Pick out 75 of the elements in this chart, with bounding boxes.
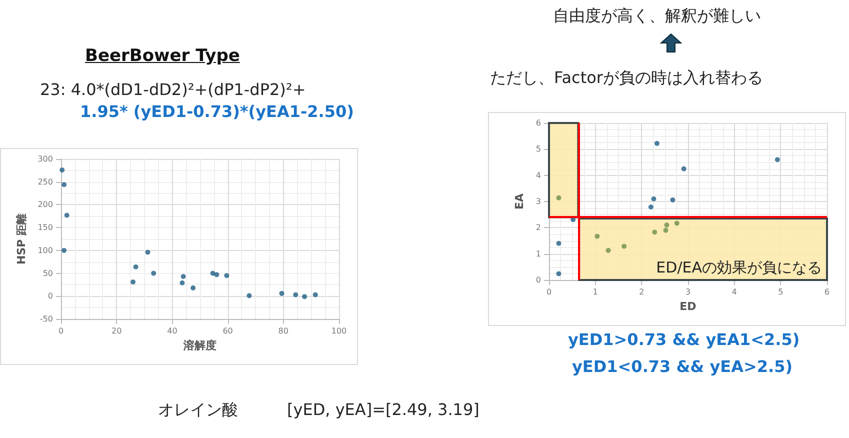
x-tick-label: 0 xyxy=(546,288,552,296)
y-tick-label: 2 xyxy=(536,223,541,232)
point xyxy=(279,290,284,296)
point xyxy=(64,212,70,218)
text: 1.95* (yED1-0.73)*(yEA1-2.50) xyxy=(80,102,354,121)
point xyxy=(606,248,611,253)
point xyxy=(133,264,138,270)
y-tick-label: 4 xyxy=(536,170,541,180)
point xyxy=(556,195,562,200)
x-tick-label: 5 xyxy=(778,288,784,296)
band-label: ED/EAの効果が負になる xyxy=(656,258,822,276)
y-tick-label: 300 xyxy=(38,154,53,164)
point xyxy=(681,166,686,172)
point xyxy=(130,279,136,284)
text: 23: 4.0*(dD1-dD2)²+(dP1-dP2)²+ xyxy=(40,80,306,99)
text: yED1<0.73 && yEA>2.5) xyxy=(572,357,793,376)
point xyxy=(594,234,600,239)
y-tick-label: 50 xyxy=(42,268,53,278)
point xyxy=(651,196,656,202)
x-tick-label: 40 xyxy=(167,326,178,336)
point xyxy=(556,271,562,276)
point xyxy=(214,272,220,278)
y-tick-label: 3 xyxy=(536,197,541,206)
y-tick-label: -50 xyxy=(40,314,53,324)
point xyxy=(670,197,676,202)
point xyxy=(663,228,668,233)
y-tick-label: 100 xyxy=(38,246,53,255)
point xyxy=(180,274,186,279)
text: オレイン酸 xyxy=(158,400,238,421)
x-tick-label: 100 xyxy=(331,326,347,336)
y-tick-label: 6 xyxy=(536,118,541,128)
x-tick-label: 60 xyxy=(222,326,233,336)
y-tick-label: 150 xyxy=(38,223,53,232)
point xyxy=(246,293,252,298)
y-tick-label: 250 xyxy=(38,177,53,186)
x-tick-label: 6 xyxy=(824,288,830,296)
x-tick-label: 1 xyxy=(592,288,598,296)
x-tick-label: 80 xyxy=(278,326,288,336)
point xyxy=(62,182,67,188)
point xyxy=(664,222,670,228)
text: ただし、Factorが負の時は入れ替わる xyxy=(490,68,763,89)
point xyxy=(190,285,196,290)
x-tick-label: 20 xyxy=(112,326,122,336)
point xyxy=(180,280,185,286)
point xyxy=(224,273,230,278)
x-tick-label: 4 xyxy=(732,288,737,296)
x-tick-label: 3 xyxy=(685,288,691,296)
point xyxy=(145,250,150,255)
point xyxy=(648,204,654,210)
point xyxy=(774,157,780,162)
point xyxy=(622,244,627,249)
text: 自由度が高く、解釈が難しい xyxy=(553,6,761,27)
point xyxy=(60,167,65,172)
point xyxy=(62,248,67,253)
text: [yED, yEA]=[2.49, 3.19] xyxy=(287,400,480,419)
point xyxy=(312,292,318,298)
point xyxy=(654,140,660,146)
text: yED1>0.73 && yEA1<2.5) xyxy=(568,330,800,349)
point xyxy=(151,270,156,276)
x-axis-title: ED xyxy=(680,300,696,313)
point xyxy=(556,240,562,246)
point xyxy=(293,292,298,298)
x-axis-title: 溶解度 xyxy=(182,338,216,352)
y-tick-label: 200 xyxy=(38,200,53,210)
x-tick-label: 2 xyxy=(639,288,644,296)
chart-title: BeerBower Type xyxy=(85,46,240,66)
point xyxy=(652,230,658,235)
y-axis-title: EA xyxy=(513,193,526,210)
y-tick-label: 1 xyxy=(536,249,541,258)
y-axis-title: HSP 距離 xyxy=(14,213,28,265)
point xyxy=(302,294,308,300)
point xyxy=(674,220,680,226)
x-tick-label: 0 xyxy=(58,326,64,336)
y-tick-label: 5 xyxy=(536,144,541,154)
y-tick-label: 0 xyxy=(536,276,541,284)
